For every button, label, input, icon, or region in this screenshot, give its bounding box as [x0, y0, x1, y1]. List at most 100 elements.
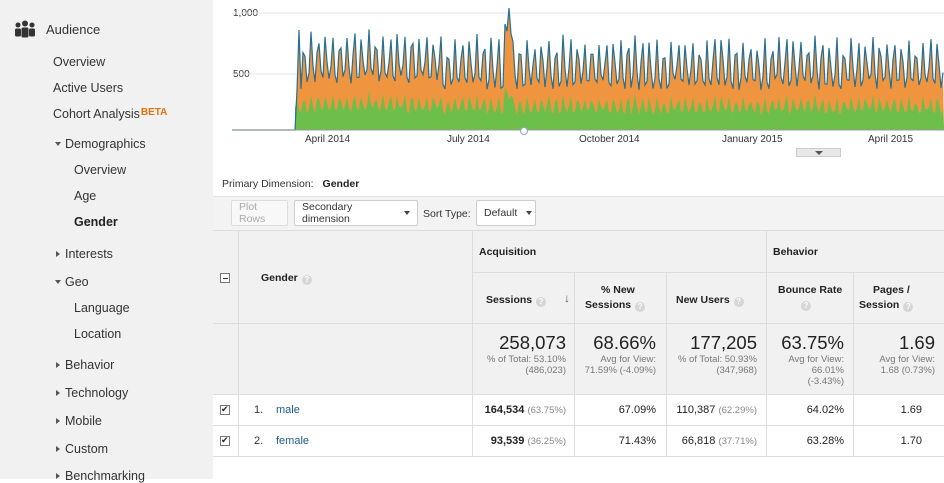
sidebar-item-language[interactable]: Language	[74, 301, 130, 315]
new-users-header: New Users?	[676, 294, 744, 307]
row-checkbox[interactable]	[220, 404, 230, 415]
sidebar-item-behavior[interactable]: Behavior	[56, 358, 114, 372]
select-all-cell	[213, 230, 239, 324]
gender-header-cell: Gender?	[239, 230, 473, 324]
total-new-sessions-sub1: Avg for View:	[600, 354, 656, 365]
plot-rows-button[interactable]: Plot Rows	[231, 200, 288, 226]
x-tick-jul-2014: July 2014	[447, 134, 490, 145]
chevron-down-icon	[526, 211, 533, 215]
sidebar-item-geo[interactable]: Geo	[55, 275, 89, 289]
collapsed-arrow-icon	[56, 418, 60, 424]
total-bounce-sub3: (-3.43%)	[807, 376, 844, 387]
total-pages-sub2: 1.68 (0.73%)	[880, 365, 935, 376]
help-icon[interactable]: ?	[536, 297, 547, 307]
interests-label: Interests	[65, 247, 113, 261]
table-row-male: 1. male	[239, 395, 473, 426]
audience-label: Audience	[46, 21, 101, 37]
annotation-marker-icon[interactable]	[520, 127, 528, 135]
sessions-header-label: Sessions	[486, 294, 533, 306]
primary-dimension-label: Primary Dimension:	[222, 178, 314, 190]
row-sessions-value: 93,539	[490, 435, 525, 447]
totals-new-sessions-cell: 68.66% Avg for View: 71.59% (-4.09%)	[575, 324, 667, 395]
help-icon[interactable]: ?	[733, 297, 744, 307]
secondary-dimension-dropdown[interactable]: Secondary dimension	[294, 200, 418, 226]
sort-type-value: Default	[484, 207, 518, 219]
help-icon[interactable]: ?	[903, 302, 914, 312]
row-sessions-pct: (36.25%)	[527, 436, 566, 447]
pages-session-header-label: Session	[859, 299, 900, 311]
sidebar-item-custom[interactable]: Custom	[56, 442, 108, 456]
technology-label: Technology	[65, 386, 129, 400]
row-index: 1.	[254, 404, 264, 416]
new-sessions-header-2: Sessions?	[585, 299, 646, 312]
row-sessions: 93,539 (36.25%)	[473, 426, 575, 457]
sidebar-item-gender[interactable]: Gender	[74, 215, 118, 229]
audience-section[interactable]: Audience	[14, 20, 100, 38]
row-sessions-value: 164,534	[484, 404, 525, 416]
pages-session-header-cell[interactable]: Pages / Session?	[854, 273, 944, 324]
behavior-label: Behavior	[65, 358, 115, 372]
sort-type-dropdown[interactable]: Default	[476, 200, 536, 226]
total-sessions-sub1: % of Total: 53.10%	[486, 354, 566, 365]
sessions-header-cell[interactable]: Sessions? ↓	[473, 273, 575, 324]
help-icon[interactable]: ?	[301, 275, 312, 285]
bounce-rate-header-cell[interactable]: Bounce Rate ?	[767, 273, 854, 324]
help-icon[interactable]: ?	[801, 301, 811, 311]
table-toolbar: Plot Rows Secondary dimension Sort Type:…	[213, 196, 944, 230]
sort-desc-icon[interactable]: ↓	[564, 291, 570, 305]
gender-header[interactable]: Gender?	[261, 272, 312, 285]
row-index: 2.	[254, 435, 264, 447]
sidebar-item-cohort-analysis[interactable]: Cohort AnalysisBETA	[53, 107, 167, 121]
sort-type-label: Sort Type:	[423, 208, 471, 220]
help-icon[interactable]: ?	[635, 302, 646, 312]
sidebar-item-demographics[interactable]: Demographics	[55, 137, 146, 151]
row-new-users-value: 66,818	[681, 435, 716, 447]
row-checkbox[interactable]	[220, 435, 230, 446]
row-name-link[interactable]: female	[276, 435, 310, 447]
benchmarking-label: Benchmarking	[65, 469, 145, 483]
pages-session-header-2: Session?	[859, 299, 914, 312]
total-new-users-sub1: % of Total: 50.93%	[677, 354, 757, 365]
people-icon	[14, 20, 36, 38]
row-new-users-pct: (37.71%)	[718, 436, 757, 447]
chevron-down-icon	[404, 211, 410, 215]
collapsed-arrow-icon	[56, 446, 60, 452]
total-bounce-rate: 63.75%	[781, 332, 844, 353]
primary-dimension-value[interactable]: Gender	[322, 178, 360, 190]
cohort-label: Cohort Analysis	[53, 107, 140, 121]
chart-collapse-button[interactable]	[796, 148, 841, 157]
sidebar-item-demo-overview[interactable]: Overview	[74, 163, 127, 177]
sidebar-item-mobile[interactable]: Mobile	[56, 414, 102, 428]
demographics-label: Demographics	[65, 137, 146, 151]
row-name-link[interactable]: male	[276, 404, 300, 416]
row-sessions-pct: (63.75%)	[527, 405, 566, 416]
row-check-cell	[213, 395, 239, 426]
new-sessions-header-1: % New	[601, 284, 635, 296]
sidebar-item-benchmarking[interactable]: Benchmarking	[56, 469, 145, 483]
total-new-sessions: 68.66%	[593, 332, 656, 353]
total-new-users-sub2: (347,968)	[716, 365, 757, 376]
total-pages-sub1: Avg for View:	[879, 354, 935, 365]
sessions-chart: 1,000 500 April 2014 July 2014 October 2…	[213, 0, 944, 165]
new-users-header-cell[interactable]: New Users?	[667, 273, 767, 324]
new-sessions-header-cell[interactable]: % New Sessions?	[575, 273, 667, 324]
totals-sessions-cell: 258,073 % of Total: 53.10% (486,023)	[473, 324, 575, 395]
sidebar-item-age[interactable]: Age	[74, 189, 97, 203]
row-check-cell	[213, 426, 239, 457]
geo-label: Geo	[65, 275, 89, 289]
row-new-users: 66,818 (37.71%)	[667, 426, 767, 457]
total-new-users: 177,205	[690, 332, 757, 353]
sidebar-item-interests[interactable]: Interests	[56, 247, 113, 261]
sidebar-item-technology[interactable]: Technology	[56, 386, 128, 400]
x-tick-oct-2014: October 2014	[579, 134, 640, 145]
row-sessions: 164,534 (63.75%)	[473, 395, 575, 426]
custom-label: Custom	[65, 442, 109, 456]
select-all-checkbox[interactable]	[220, 273, 230, 283]
bounce-rate-header: Bounce Rate	[778, 284, 843, 296]
sidebar-item-location[interactable]: Location	[74, 327, 122, 341]
sidebar-item-active-users[interactable]: Active Users	[53, 81, 124, 95]
total-bounce-sub2: 66.01%	[811, 365, 844, 376]
total-new-sessions-sub2: 71.59% (-4.09%)	[584, 365, 656, 376]
row-pages: 1.69	[854, 395, 944, 426]
sidebar-item-overview[interactable]: Overview	[53, 55, 106, 69]
